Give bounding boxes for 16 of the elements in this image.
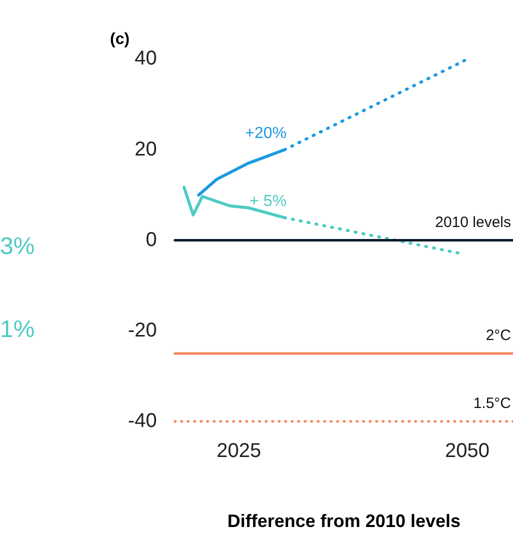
ref-line-label: 2010 levels: [435, 214, 511, 231]
x-axis-title: Difference from 2010 levels: [227, 511, 461, 532]
text: 1%: [0, 316, 35, 344]
y-tick-label: 40: [134, 48, 157, 70]
x-tick-label: 2025: [216, 440, 262, 462]
ref-line-label: 2°C: [486, 327, 512, 344]
y-tick-label: 0: [146, 228, 157, 251]
annotation: + 5%: [250, 193, 287, 210]
chart-title: (c): [110, 31, 130, 48]
x-tick-label: 2050: [445, 440, 490, 462]
ref-line-label: 1.5°C: [473, 395, 512, 412]
annotation: +20%: [245, 125, 287, 142]
y-tick-label: -20: [128, 319, 157, 342]
text: 3%: [0, 233, 35, 261]
y-tick-label: -40: [128, 410, 157, 432]
y-tick-label: 20: [134, 138, 157, 160]
